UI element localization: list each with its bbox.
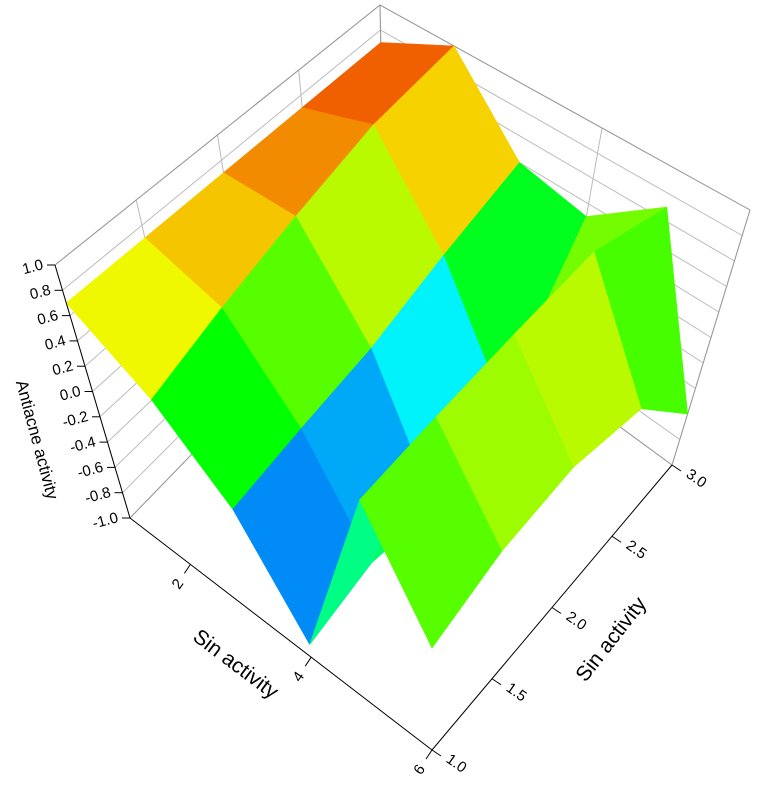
y-tick-label: 3.0 (683, 466, 710, 492)
z-tick-label: -0.2 (61, 408, 90, 431)
x-axis-title: Sin activity (189, 625, 283, 704)
x-tick-label: 4 (289, 669, 308, 686)
x-tick-label: 6 (410, 761, 429, 778)
y-tick-label: 2.0 (563, 608, 590, 634)
tick-mark (611, 535, 622, 543)
tick-mark (431, 749, 442, 757)
z-tick-label: -0.8 (83, 484, 112, 507)
z-tick-label: 1.0 (21, 256, 46, 278)
box-edge (54, 4, 381, 266)
tick-mark (491, 678, 502, 686)
surface-patch (359, 416, 503, 649)
tick-mark (425, 749, 433, 760)
z-tick-label: 0.8 (28, 282, 53, 304)
y-tick-label: 1.5 (503, 679, 530, 705)
x-tick-label: 2 (169, 576, 188, 593)
z-tick-label: -1.0 (91, 509, 120, 532)
z-tick-label: 0.2 (51, 357, 76, 379)
y-tick-label: 2.5 (623, 537, 650, 563)
box-edge (379, 4, 751, 211)
z-tick-label: 0.6 (36, 307, 61, 329)
y-tick-label: 1.0 (443, 751, 470, 777)
x-axis (129, 517, 433, 751)
z-tick-label: -0.4 (68, 433, 97, 456)
z-tick-label: 0.0 (58, 383, 83, 405)
box-edge (671, 209, 751, 466)
z-tick-label: -0.6 (76, 459, 105, 482)
z-axis-title: Antiacne activity (12, 378, 62, 502)
z-tick-label: 0.4 (43, 332, 68, 354)
tick-mark (671, 464, 682, 472)
y-axis-title: Sin activity (571, 592, 651, 686)
tick-mark (551, 607, 562, 614)
tick-mark (183, 564, 191, 574)
tick-mark (304, 656, 312, 667)
